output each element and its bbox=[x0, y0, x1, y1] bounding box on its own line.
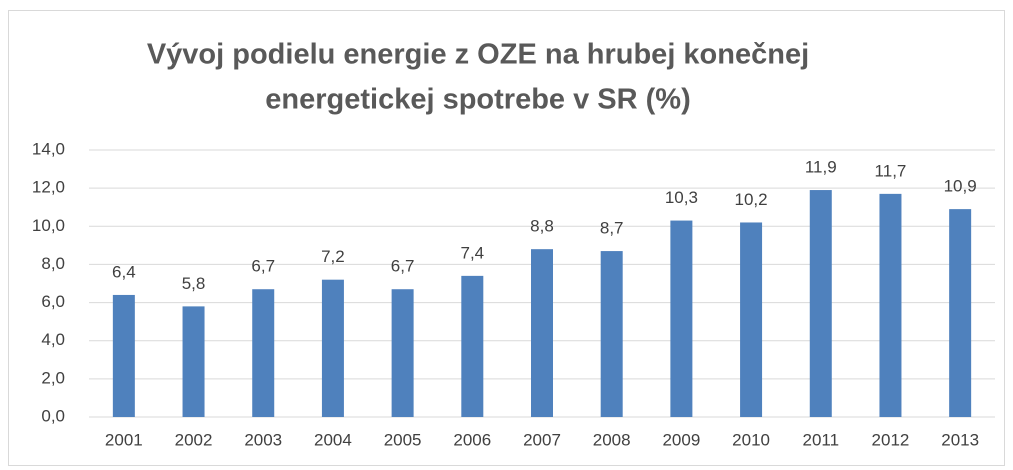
x-tick-label: 2013 bbox=[941, 430, 979, 449]
x-tick-label: 2005 bbox=[384, 430, 422, 449]
x-tick-label: 2012 bbox=[872, 430, 910, 449]
bar bbox=[182, 306, 205, 417]
bar bbox=[879, 193, 902, 417]
bar bbox=[670, 220, 693, 417]
x-tick-label: 2011 bbox=[802, 430, 839, 449]
x-tick-label: 2001 bbox=[105, 430, 143, 449]
x-tick-label: 2006 bbox=[453, 430, 491, 449]
bar bbox=[531, 249, 553, 417]
y-tick-label: 2,0 bbox=[41, 368, 65, 387]
data-label: 5,8 bbox=[182, 274, 206, 293]
x-tick-label: 2004 bbox=[314, 430, 352, 449]
bar bbox=[949, 209, 972, 417]
bar bbox=[461, 275, 484, 417]
data-label: 7,4 bbox=[460, 243, 484, 262]
bar bbox=[391, 289, 414, 417]
y-tick-label: 10,0 bbox=[32, 216, 65, 235]
data-label: 6,7 bbox=[251, 257, 275, 276]
data-label: 8,7 bbox=[600, 219, 624, 238]
y-tick-label: 0,0 bbox=[41, 406, 65, 425]
bar bbox=[321, 279, 344, 417]
bar bbox=[112, 294, 135, 417]
data-label: 11,9 bbox=[805, 158, 837, 177]
data-label: 10,9 bbox=[944, 177, 977, 196]
data-label: 10,3 bbox=[665, 188, 698, 207]
x-tick-label: 2010 bbox=[732, 430, 770, 449]
y-tick-label: 12,0 bbox=[32, 178, 65, 197]
data-label: 6,7 bbox=[391, 257, 415, 276]
y-tick-label: 8,0 bbox=[41, 254, 65, 273]
chart-frame bbox=[8, 10, 1005, 466]
x-tick-label: 2003 bbox=[244, 430, 282, 449]
chart-title: energetickej spotrebe v SR (%) bbox=[265, 84, 690, 116]
data-label: 10,2 bbox=[735, 190, 768, 209]
x-tick-label: 2002 bbox=[175, 430, 213, 449]
y-tick-label: 4,0 bbox=[41, 330, 65, 349]
x-tick-label: 2007 bbox=[523, 430, 561, 449]
x-tick-label: 2009 bbox=[662, 430, 700, 449]
bar bbox=[252, 289, 275, 417]
data-label: 6,4 bbox=[112, 262, 136, 281]
chart-title: Vývoj podielu energie z OZE na hrubej ko… bbox=[147, 39, 809, 71]
data-label: 7,2 bbox=[321, 247, 345, 266]
y-tick-label: 6,0 bbox=[41, 292, 65, 311]
bar bbox=[809, 190, 832, 417]
bar bbox=[740, 222, 763, 417]
data-label: 8,8 bbox=[530, 217, 554, 236]
y-tick-label: 14,0 bbox=[32, 139, 65, 158]
bar bbox=[600, 251, 623, 417]
x-tick-label: 2008 bbox=[593, 430, 631, 449]
data-label: 11,7 bbox=[875, 161, 907, 180]
